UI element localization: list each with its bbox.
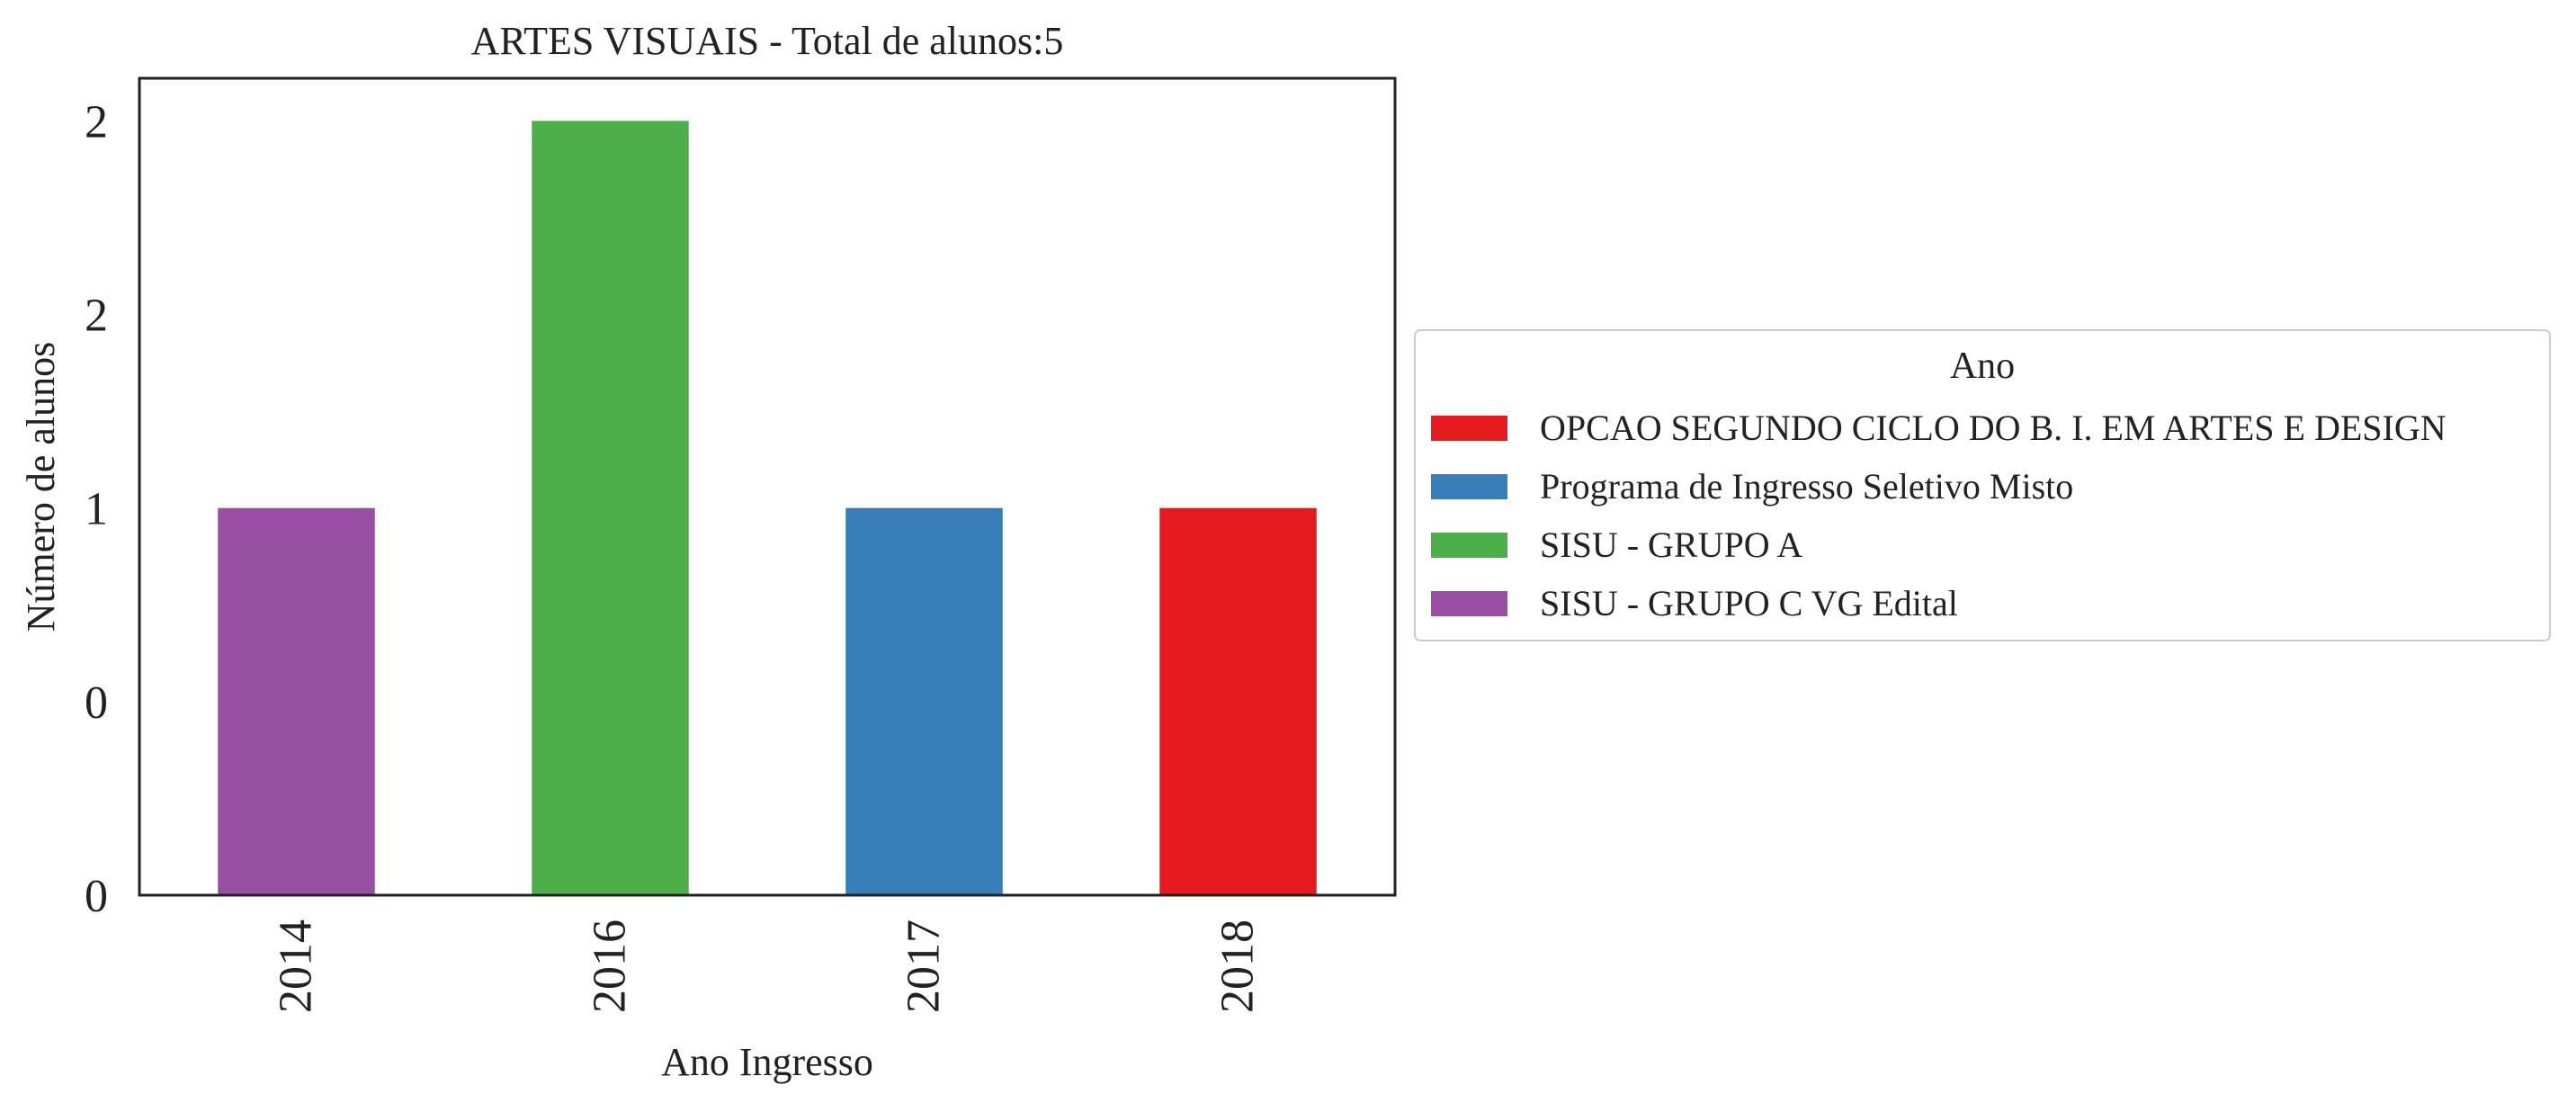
legend-swatch-1 [1431,474,1507,499]
y-ticks-group: 0 0 1 2 2 [85,96,108,922]
legend: Ano OPCAO SEGUNDO CICLO DO B. I. EM ARTE… [1414,329,2551,641]
x-ticks-group: 2014 2016 2017 2018 [271,919,1264,1013]
bar-2017 [845,507,1003,895]
bar-2014 [218,507,375,895]
y-tick-label-0: 0 [85,871,108,922]
x-tick-label-2017: 2017 [899,919,950,1013]
y-axis-label: Número de alunos [19,342,63,632]
legend-label-0: OPCAO SEGUNDO CICLO DO B. I. EM ARTES E … [1540,408,2446,448]
legend-swatch-2 [1431,533,1507,558]
legend-swatch-3 [1431,591,1507,616]
legend-title: Ano [1950,345,2015,387]
legend-entries: OPCAO SEGUNDO CICLO DO B. I. EM ARTES E … [1431,408,2446,623]
y-tick-label-4: 2 [85,96,108,148]
plot-frame [138,76,1397,897]
x-axis-label: Ano Ingresso [661,1040,873,1084]
x-tick-label-2016: 2016 [585,919,636,1013]
legend-label-1: Programa de Ingresso Seletivo Misto [1540,466,2073,507]
legend-label-2: SISU - GRUPO A [1540,525,1802,565]
y-tick-label-3: 2 [85,291,108,342]
bar-2016 [532,121,689,895]
legend-swatch-0 [1431,416,1507,441]
y-tick-label-2: 1 [85,484,108,535]
chart-title: ARTES VISUAIS - Total de alunos:5 [471,19,1064,63]
bars-group [218,121,1317,895]
y-tick-label-1: 0 [85,677,108,729]
x-tick-label-2014: 2014 [271,919,322,1013]
x-tick-label-2018: 2018 [1212,919,1264,1013]
legend-label-3: SISU - GRUPO C VG Edital [1540,583,1958,623]
bar-2018 [1159,507,1317,895]
legend-box [1414,329,2551,641]
